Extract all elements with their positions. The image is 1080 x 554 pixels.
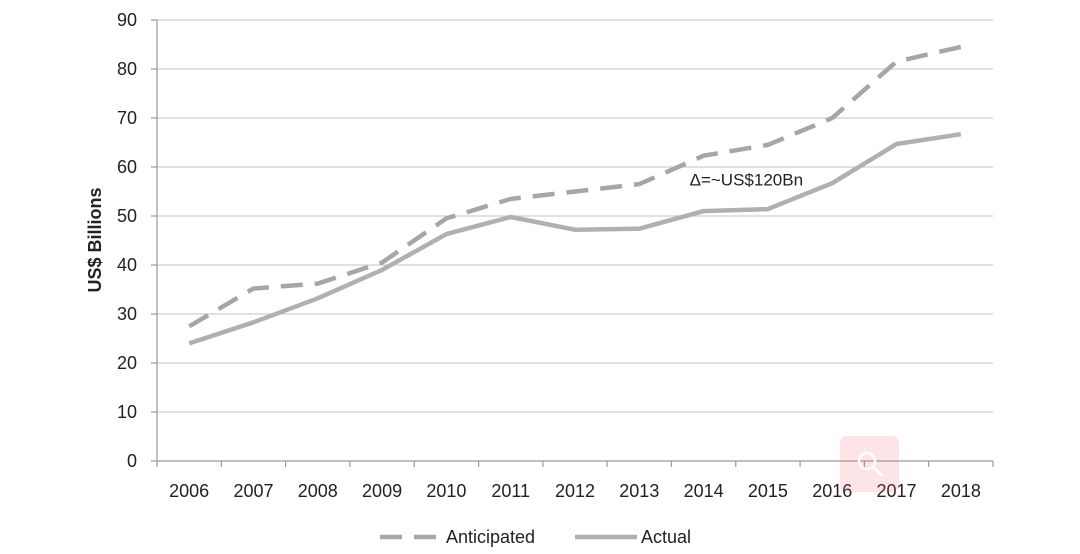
y-tick-label: 10 <box>117 402 137 422</box>
axes <box>151 19 994 467</box>
y-axis-title: US$ Billions <box>85 187 105 292</box>
y-tick-label: 40 <box>117 255 137 275</box>
x-tick-label: 2012 <box>555 481 595 501</box>
legend: Anticipated Actual <box>380 527 691 547</box>
y-tick-label: 70 <box>117 108 137 128</box>
x-tick-label: 2007 <box>233 481 273 501</box>
delta-annotation: Δ=~US$120Bn <box>690 170 803 189</box>
x-tick-label: 2009 <box>362 481 402 501</box>
x-tick-label: 2017 <box>877 481 917 501</box>
x-tick-label: 2018 <box>941 481 981 501</box>
x-tick-label: 2013 <box>619 481 659 501</box>
y-tick-label: 50 <box>117 206 137 226</box>
x-tick-labels: 2006 2007 2008 2009 2010 2011 2012 2013 2014 2015… <box>169 481 981 501</box>
x-tick-label: 2008 <box>298 481 338 501</box>
x-tick-label: 2006 <box>169 481 209 501</box>
y-tick-label: 20 <box>117 353 137 373</box>
legend-label-anticipated: Anticipated <box>446 527 535 547</box>
y-tick-label: 80 <box>117 59 137 79</box>
y-tick-labels: 0 10 20 30 40 50 60 70 80 90 <box>117 10 137 471</box>
magnifier-icon <box>857 451 882 477</box>
y-tick-label: 60 <box>117 157 137 177</box>
series-line-anticipated <box>188 44 962 329</box>
gridlines <box>157 19 993 413</box>
y-tick-label: 0 <box>127 451 137 471</box>
legend-label-actual: Actual <box>641 527 691 547</box>
y-tick-label: 30 <box>117 304 137 324</box>
x-tick-label: 2016 <box>812 481 852 501</box>
y-tick-label: 90 <box>117 10 137 30</box>
x-tick-label: 2011 <box>491 481 530 501</box>
series-line-actual <box>188 131 962 346</box>
series-lines <box>188 44 962 346</box>
x-tick-label: 2014 <box>684 481 724 501</box>
x-tick-label: 2015 <box>748 481 788 501</box>
zoom-button[interactable] <box>840 436 899 492</box>
x-tick-label: 2010 <box>426 481 466 501</box>
